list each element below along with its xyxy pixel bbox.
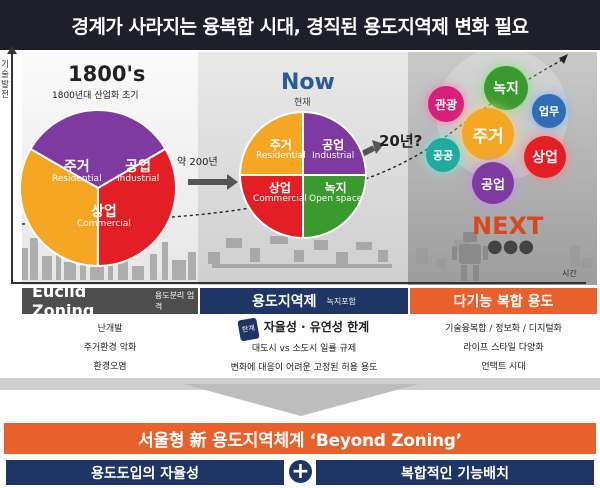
era-now-subtitle: 현재: [294, 98, 311, 108]
pie-slice-residential: [238, 110, 304, 176]
robot-icon: [452, 232, 488, 281]
beyond-zoning-banner: 서울형 新 용도지역체계 ‘Beyond Zoning’: [4, 423, 596, 454]
pie-1800: [19, 109, 177, 268]
list-item: 난개발: [97, 324, 123, 334]
plus-icon: +: [287, 458, 314, 485]
pie-1800-residential: 주거 Residential: [52, 159, 102, 185]
era-now-title: Now: [281, 70, 335, 95]
list-item: 라이프 스타일 다양화: [463, 343, 544, 353]
bubble-public: 공공: [426, 138, 460, 172]
pie-slice-open-space: [302, 174, 368, 240]
list-item: 주거환경 악화: [83, 343, 137, 353]
pie-1800-industrial: 공업 Industrial: [117, 159, 160, 185]
page-title: 경계가 사라지는 융복합 시대, 경직된 용도지역제 변화 필요: [0, 0, 600, 50]
era-next-dots: ●●●: [487, 236, 535, 257]
band-multi-use: 다기능 복합 용도: [410, 288, 597, 314]
limit-badge: 한계: [237, 317, 260, 342]
era-next-title: NEXT: [472, 212, 544, 240]
list-item: 환경오염: [93, 362, 127, 372]
list-item: 언택트 시대: [481, 362, 526, 372]
bubble-business: 업무: [532, 94, 566, 128]
pie-slice-residential: [19, 147, 100, 268]
zoning-limits: 한계 자율성 · 유연성 한계 대도시 vs 소도시 일률 규제 변화에 대응이 …: [200, 314, 408, 388]
bubble-residential: 주거: [462, 108, 514, 160]
era-1800-subtitle: 1800년대 산업화 초기: [52, 91, 139, 101]
bubble-green: 녹지: [484, 66, 528, 110]
horizontal-axis: [11, 282, 586, 284]
footer-autonomy: 용도도입의 자율성: [6, 460, 284, 485]
euclid-issues: 난개발 주거환경 악화 환경오염: [22, 314, 198, 390]
limit-headline: 한계 자율성 · 유연성 한계: [200, 317, 408, 342]
pie-now-commercial: 상업 Commercial: [253, 181, 307, 205]
pie-1800-commercial: 상업 Commercial: [77, 204, 131, 230]
axis-label-tech: 기술발전: [1, 60, 9, 100]
down-arrow: [183, 384, 419, 416]
bubble-industrial: 공업: [472, 162, 514, 204]
axis-label-time: 시간: [562, 269, 577, 278]
pie-now-openspace: 녹지 Open space: [309, 181, 363, 205]
pie-now-industrial: 공업 Industrial: [312, 138, 355, 162]
vertical-axis: [11, 52, 13, 282]
pie-slice-commercial: [238, 174, 304, 240]
era-1800-title: 1800's: [68, 62, 146, 86]
transition-20-years: 20년?: [379, 132, 423, 150]
vertical-axis-arrow: [7, 46, 17, 54]
band-euclid-zoning: Euclid Zoning 용도분리 엄격: [22, 282, 198, 320]
pie-now: [238, 110, 368, 240]
pie-slice-commercial: [96, 147, 177, 268]
transition-200-years: 약 200년: [177, 157, 218, 168]
pie-slice-industrial: [29, 109, 167, 190]
list-item: 대도시 vs 소도시 일률 규제: [251, 344, 357, 354]
pie-slice-industrial: [302, 110, 368, 176]
footer-mixed-function: 복합적인 기능배치: [316, 460, 594, 485]
bubble-tourism: 관광: [428, 86, 464, 122]
list-item: 변화에 대응이 어려운 고정된 허용 용도: [230, 363, 378, 373]
multi-use-drivers: 기술융복합 / 정보화 / 디지털화 라이프 스타일 다양화 언택트 시대: [410, 314, 597, 390]
bubble-commercial: 상업: [524, 136, 566, 178]
pie-now-residential: 주거 Residential: [256, 138, 306, 162]
band-zoning-system: 용도지역제 녹지포함: [200, 288, 408, 314]
list-item: 기술융복합 / 정보화 / 디지털화: [445, 324, 562, 334]
